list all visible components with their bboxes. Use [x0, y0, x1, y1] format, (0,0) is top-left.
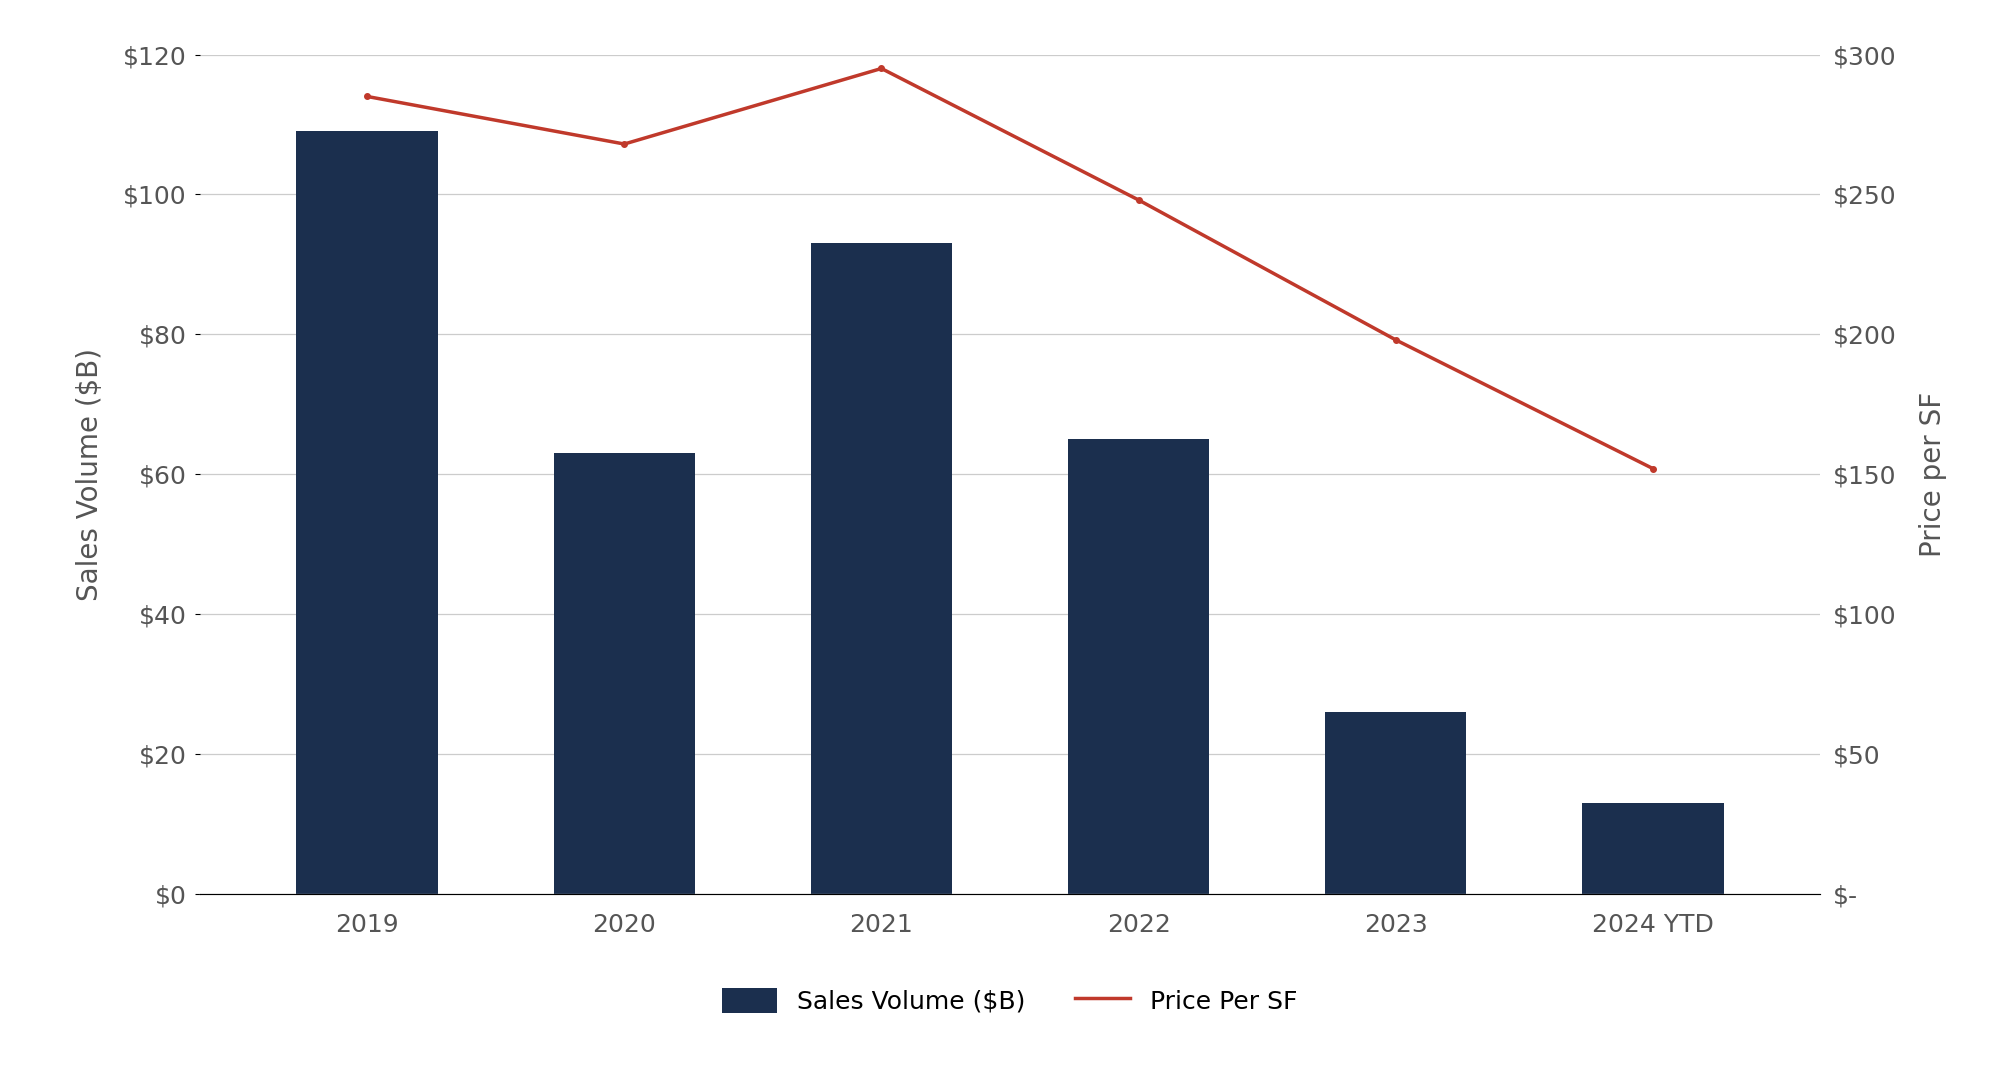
Bar	[810, 243, 952, 894]
Bar	[554, 453, 694, 894]
Bar	[1068, 439, 1210, 894]
Bar	[1324, 712, 1466, 894]
Bar	[296, 132, 438, 894]
Bar	[1582, 803, 1724, 894]
Y-axis label: Price per SF: Price per SF	[1920, 391, 1948, 557]
Y-axis label: Sales Volume ($B): Sales Volume ($B)	[76, 348, 104, 601]
Legend: Sales Volume ($B), Price Per SF: Sales Volume ($B), Price Per SF	[712, 978, 1308, 1024]
